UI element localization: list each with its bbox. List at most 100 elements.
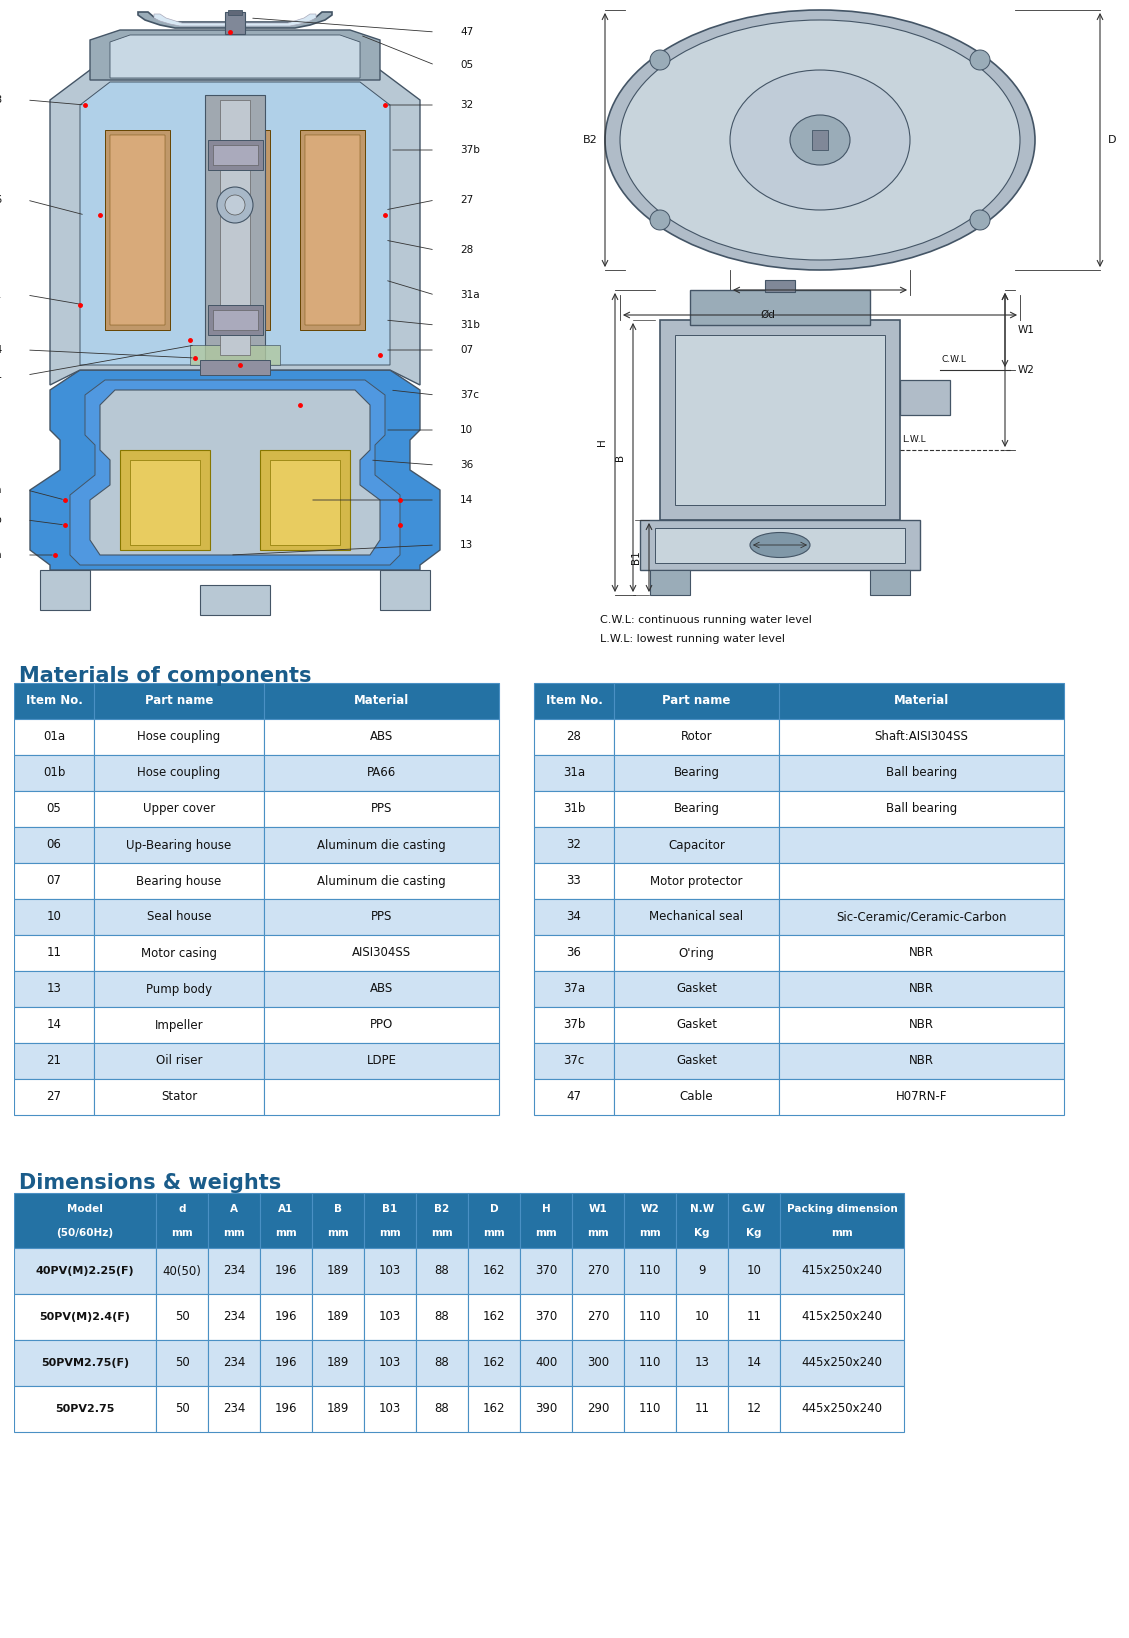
Ellipse shape [790,115,850,165]
Text: Item No.: Item No. [26,695,82,708]
Bar [156,1294,208,1340]
Text: mm: mm [639,1227,660,1238]
Bar [572,1386,624,1432]
Text: 36: 36 [460,460,473,470]
Text: Rotor: Rotor [681,731,712,744]
Text: Pump body: Pump body [146,983,212,996]
Polygon shape [80,82,390,365]
Bar [624,1248,676,1294]
Text: Hose coupling: Hose coupling [138,731,220,744]
Bar [208,139,263,170]
Text: Part name: Part name [663,695,730,708]
Text: C.W.L: C.W.L [942,355,966,364]
Bar [94,935,264,971]
Polygon shape [70,380,400,565]
Bar [364,1192,415,1248]
Text: 33: 33 [567,875,581,888]
Text: 88: 88 [435,1265,449,1278]
Bar [870,570,910,595]
Bar [264,1079,499,1115]
Text: 196: 196 [274,1356,297,1369]
Bar [264,863,499,899]
Text: 28: 28 [567,731,581,744]
Bar [14,791,94,827]
Text: O'ring: O'ring [679,947,715,960]
Text: Gasket: Gasket [676,983,717,996]
Text: 11: 11 [0,290,2,300]
Text: 9: 9 [698,1265,706,1278]
Bar [205,95,265,360]
Bar [534,755,614,791]
Bar [14,683,94,719]
Text: 370: 370 [535,1265,557,1278]
Bar [228,10,242,15]
Bar [469,1192,520,1248]
Text: PPO: PPO [370,1019,393,1032]
Text: 31b: 31b [563,803,585,816]
Bar [676,1248,728,1294]
Text: 31b: 31b [460,319,480,329]
Text: 234: 234 [222,1310,245,1324]
Text: ABS: ABS [370,983,393,996]
Bar [520,1386,572,1432]
Bar [779,755,1064,791]
Text: W1: W1 [588,1204,607,1214]
Bar [94,971,264,1007]
Text: D: D [1108,134,1117,146]
Text: 290: 290 [587,1402,610,1415]
Text: Seal house: Seal house [147,911,211,924]
Bar [534,1079,614,1115]
Bar [676,1192,728,1248]
Bar [364,1340,415,1386]
Text: Kg: Kg [694,1227,710,1238]
Text: 103: 103 [379,1310,401,1324]
Bar [264,1007,499,1043]
Bar [534,1007,614,1043]
Text: H: H [597,439,607,447]
Ellipse shape [730,70,910,210]
Bar [14,719,94,755]
Text: 34: 34 [0,346,2,355]
Text: Hose coupling: Hose coupling [138,767,220,780]
Text: H: H [542,1204,550,1214]
Bar [264,899,499,935]
Text: AISI304SS: AISI304SS [352,947,411,960]
Text: Oil riser: Oil riser [156,1055,202,1068]
Text: Model: Model [67,1204,103,1214]
Bar [94,863,264,899]
Text: 390: 390 [535,1402,557,1415]
Text: 370: 370 [535,1310,557,1324]
Text: 445x250x240: 445x250x240 [802,1356,883,1369]
Bar [614,899,779,935]
Text: Ød: Ød [760,310,774,319]
Bar [312,1340,364,1386]
Bar [534,719,614,755]
Bar [676,1386,728,1432]
Text: NBR: NBR [909,1055,934,1068]
Text: 01a: 01a [43,731,65,744]
Text: Sic-Ceramic/Ceramic-Carbon: Sic-Ceramic/Ceramic-Carbon [837,911,1007,924]
Text: Impeller: Impeller [155,1019,203,1032]
Polygon shape [130,460,200,545]
Text: G.W: G.W [742,1204,765,1214]
Bar [94,899,264,935]
Text: Stator: Stator [160,1091,198,1104]
Bar [312,1386,364,1432]
Bar [534,935,614,971]
Polygon shape [110,34,360,79]
Bar [779,1007,1064,1043]
Bar [14,1043,94,1079]
Bar [614,827,779,863]
Polygon shape [200,585,270,614]
Bar [614,935,779,971]
Circle shape [225,195,245,215]
Bar [260,1340,312,1386]
Text: 270: 270 [587,1310,610,1324]
Circle shape [650,51,669,70]
Bar [94,1079,264,1115]
Text: N.W: N.W [690,1204,715,1214]
Text: Bearing house: Bearing house [137,875,221,888]
Text: 01b: 01b [0,514,2,526]
Bar [614,971,779,1007]
Text: Material: Material [894,695,949,708]
